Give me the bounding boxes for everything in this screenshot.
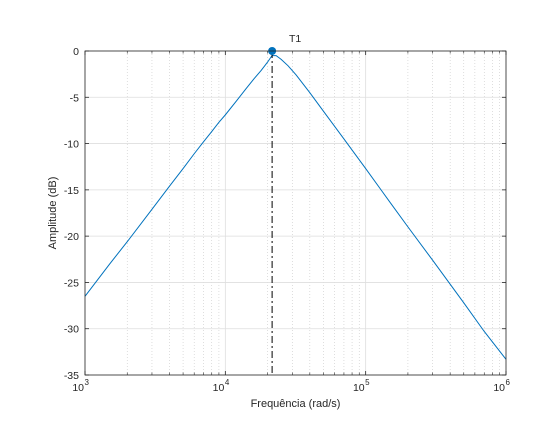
series-line <box>84 55 507 360</box>
y-tick-label: -15 <box>64 185 79 197</box>
y-tick-label: -5 <box>70 92 79 104</box>
x-tick-label-base: 10 <box>353 382 365 394</box>
y-tick-labels: 0 -5 -10 -15 -20 -25 -30 -35 <box>64 46 79 382</box>
x-tick-label-exponent: 6 <box>506 378 511 387</box>
series-layer <box>84 55 507 360</box>
y-tick-label: 0 <box>73 46 79 58</box>
x-tick-label-exponent: 3 <box>85 378 90 387</box>
x-tick-label-exponent: 5 <box>365 378 370 387</box>
x-tick-label-base: 10 <box>213 382 225 394</box>
x-tick-label: 10 5 <box>353 378 370 394</box>
minor-grid <box>126 51 500 375</box>
axes-box <box>84 50 507 376</box>
x-tick-label-exponent: 4 <box>225 378 230 387</box>
y-tick-label: -20 <box>64 231 79 243</box>
y-axis-label: Amplitude (dB) <box>47 177 59 250</box>
x-tick-labels: 10 3 10 4 10 5 10 6 <box>72 378 510 394</box>
x-axis-label: Frequência (rad/s) <box>251 398 341 410</box>
y-tick-label: -30 <box>64 324 79 336</box>
x-tick-label: 10 4 <box>213 378 230 394</box>
x-tick-label: 10 6 <box>493 378 510 394</box>
ticks-layer <box>84 50 507 376</box>
x-tick-label-base: 10 <box>493 382 505 394</box>
y-tick-label: -25 <box>64 277 79 289</box>
x-tick-label: 10 3 <box>72 378 89 394</box>
y-tick-label: -10 <box>64 139 79 151</box>
y-tick-label: -35 <box>64 370 79 382</box>
x-tick-label-base: 10 <box>72 382 84 394</box>
marker-label: T1 <box>289 33 301 45</box>
axes-background <box>85 51 506 375</box>
